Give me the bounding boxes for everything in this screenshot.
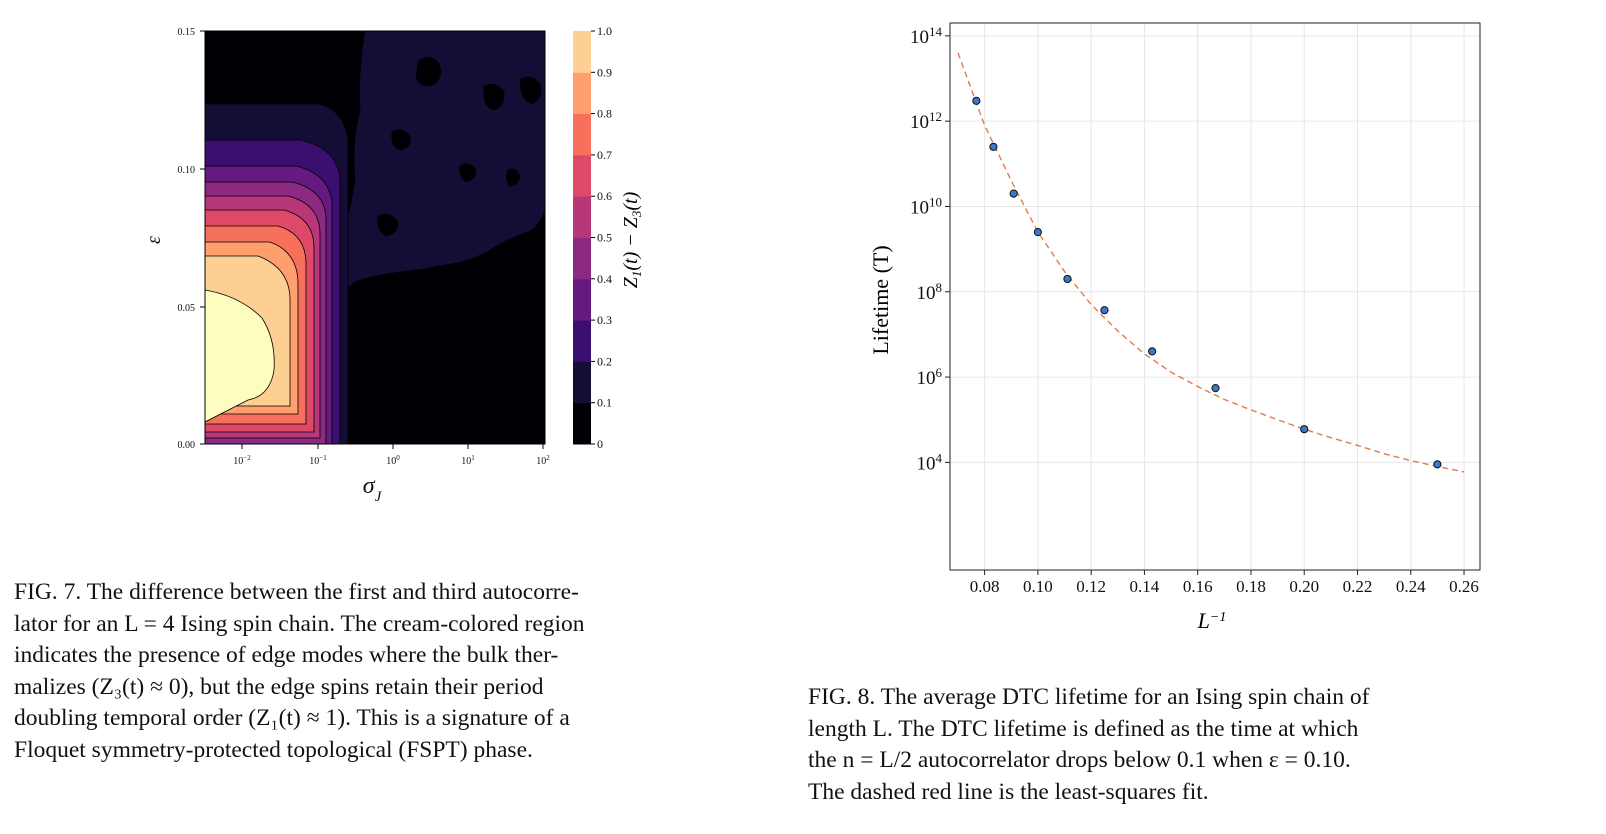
fit-line [957, 52, 1465, 473]
y-tick-label: 1012 [910, 109, 942, 134]
colorbar-segment [573, 278, 591, 321]
colorbar-tick-label: 0.5 [597, 231, 612, 245]
colorbar-tick-label: 0.2 [597, 354, 612, 368]
y-tick-label: 1010 [910, 194, 942, 219]
x-tick-label: 0.12 [1076, 577, 1106, 596]
x-tick-label: 0.18 [1236, 577, 1266, 596]
colorbar-tick-label: 0.3 [597, 313, 612, 327]
y-axis: 104 106 108 1010 1012 1014 [910, 23, 950, 474]
contour-plot-area [205, 31, 545, 444]
colorbar-tick-label: 1.0 [597, 24, 612, 38]
y-tick-label: 1014 [910, 23, 943, 48]
colorbar-tick-label: 0.7 [597, 148, 612, 162]
contour-hole [415, 56, 442, 87]
y-axis-label: Lifetime (T) [868, 245, 893, 354]
caption-line: The dashed red line is the least-squares… [808, 778, 1209, 805]
contour-hole [459, 163, 477, 183]
caption-line: indicates the presence of edge modes whe… [14, 642, 559, 668]
data-point [972, 96, 981, 105]
plot-frame [949, 22, 1481, 571]
y-tick-label: 104 [917, 450, 943, 475]
data-point [1300, 425, 1309, 434]
colorbar-tick-label: 0.4 [597, 272, 612, 286]
y-axis-label: ε [143, 236, 165, 244]
colorbar-segment [573, 196, 591, 238]
colorbar-segment [573, 31, 591, 73]
colorbar-label: Z1(t) − Z3(t) [620, 191, 644, 288]
caption-line: FIG. 8. The average DTC lifetime for an … [808, 684, 1370, 710]
figure-7: 0.15 0.10 0.05 0.00 ε 10−2 10−1 100 101 … [143, 24, 644, 505]
contour-level-1.0 [205, 289, 275, 423]
grid [950, 23, 1480, 570]
figure-8: 0.08 0.10 0.12 0.14 0.16 0.18 0.20 0.22 0.24 0.26… [868, 22, 1481, 633]
caption-line: lator for an L = 4 Ising spin chain. The… [14, 610, 585, 637]
data-point [1211, 384, 1220, 393]
data-points [972, 96, 1442, 469]
x-tick-label: 0.24 [1396, 577, 1426, 596]
colorbar-segment [573, 320, 591, 362]
y-axis: 0.15 0.10 0.05 0.00 ε [143, 27, 205, 451]
y-tick-label: 106 [917, 365, 943, 390]
colorbar: 0 0.1 0.2 0.3 0.4 0.5 0.6 0.7 0.8 0.9 1.0 [573, 24, 612, 451]
caption-line: malizes (Z₃(t) ≈ 0), but the edge spins … [14, 673, 544, 700]
data-point [989, 142, 998, 151]
x-tick-label: 0.16 [1183, 577, 1213, 596]
x-tick-label: 0.08 [970, 577, 1000, 596]
colorbar-tick-label: 0.9 [597, 65, 612, 79]
y-tick-label: 0.10 [178, 165, 196, 176]
x-tick-label: 0.22 [1343, 577, 1373, 596]
contour-hole [519, 76, 542, 105]
contour-hole [377, 213, 399, 237]
colorbar-segment [573, 113, 591, 156]
y-tick-label: 0.00 [178, 440, 196, 451]
x-tick-label: 0.20 [1289, 577, 1319, 596]
colorbar-segment [573, 72, 591, 115]
y-tick-label: 0.15 [178, 27, 196, 38]
colorbar-tick-label: 0.1 [597, 396, 612, 410]
data-point [1063, 274, 1072, 284]
data-point [1009, 189, 1018, 198]
data-point [1033, 228, 1042, 237]
figure-7-caption: FIG. 7. The difference between the first… [14, 577, 774, 766]
colorbar-tick-label: 0.8 [597, 107, 612, 121]
figure-8-caption: FIG. 8. The average DTC lifetime for an … [808, 682, 1592, 808]
caption-line: the n = L/2 autocorrelator drops below 0… [808, 747, 1351, 773]
colorbar-segment [573, 402, 591, 445]
x-axis: 0.08 0.10 0.12 0.14 0.16 0.18 0.20 0.22 0.24 0.26 [970, 570, 1479, 596]
caption-line: FIG. 7. The difference between the first… [14, 579, 579, 605]
colorbar-segment [573, 361, 591, 404]
colorbar-segment [573, 237, 591, 280]
y-tick-label: 108 [917, 279, 943, 304]
x-tick-label: 0.14 [1130, 577, 1160, 596]
contour-hole [483, 83, 505, 111]
caption-line: doubling temporal order (Z₁(t) ≈ 1). Thi… [14, 705, 570, 731]
data-point [1100, 306, 1109, 315]
x-axis-label: L−1 [1197, 608, 1227, 633]
colorbar-segment [573, 154, 591, 197]
data-point [1148, 347, 1157, 356]
plot-frame [204, 30, 546, 445]
caption-line: length L. The DTC lifetime is defined as… [808, 715, 1359, 742]
colorbar-tick-label: 0.6 [597, 189, 612, 203]
y-tick-label: 0.05 [178, 303, 196, 314]
colorbar-tick-label: 0 [597, 437, 603, 451]
caption-line: Floquet symmetry-protected topological (… [14, 736, 533, 763]
contour-hole [506, 168, 521, 187]
x-tick-label: 0.26 [1449, 577, 1479, 596]
x-tick-label: 0.10 [1023, 577, 1053, 596]
contour-hole [391, 129, 411, 151]
data-point [1433, 460, 1442, 469]
